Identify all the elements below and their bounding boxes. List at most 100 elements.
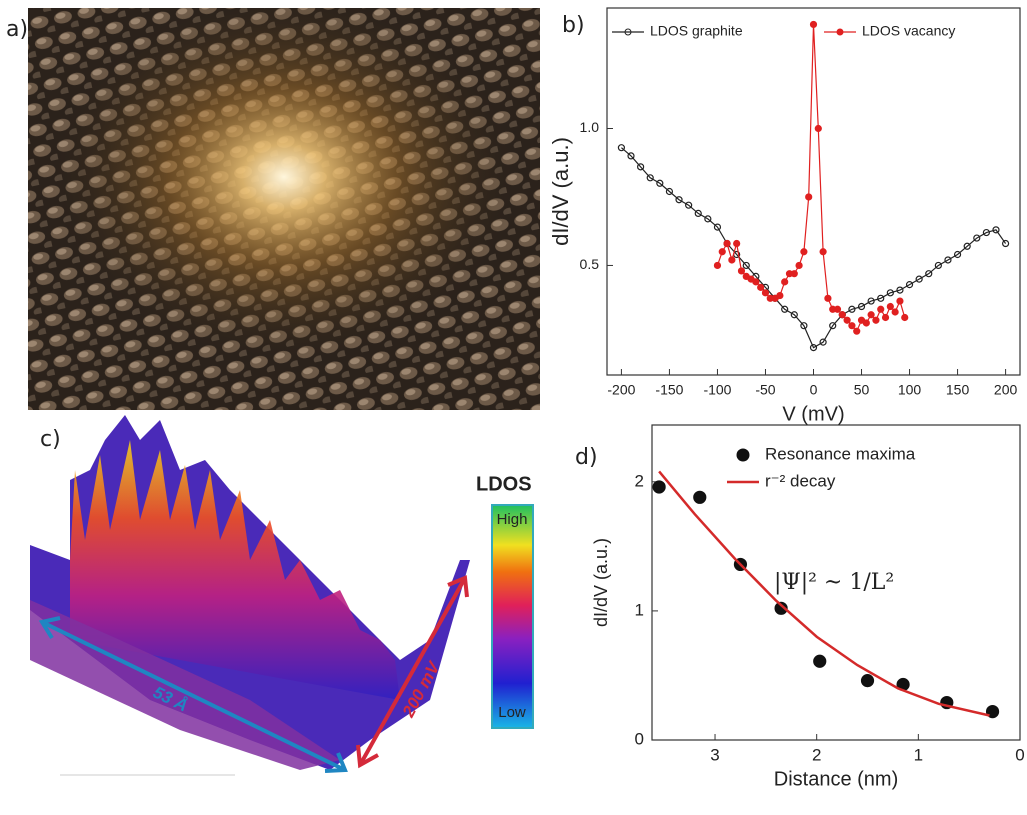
data-point	[872, 316, 880, 324]
data-point	[833, 305, 842, 313]
legend-swatch	[736, 448, 750, 462]
data-point	[805, 193, 813, 201]
data-point	[877, 305, 885, 313]
data-point	[795, 261, 803, 270]
data-point	[944, 256, 952, 264]
y-axis-label: dI/dV (a.u.)	[591, 538, 611, 627]
data-point	[853, 327, 861, 335]
data-point	[838, 311, 846, 319]
data-point	[809, 344, 818, 352]
data-point	[973, 234, 981, 242]
data-point	[761, 289, 770, 297]
x-tick-label: 0	[810, 382, 818, 398]
data-point	[857, 302, 866, 311]
data-point	[829, 322, 837, 330]
colorbar-low: Low	[498, 704, 526, 721]
data-point	[728, 256, 736, 264]
data-point	[982, 228, 990, 237]
data-point	[886, 289, 894, 297]
data-point	[934, 261, 942, 270]
legend-label: LDOS vacancy	[862, 23, 955, 39]
data-point	[790, 311, 798, 319]
y-tick-label: 0	[635, 729, 644, 748]
data-point	[867, 297, 875, 305]
legend-label: LDOS graphite	[650, 23, 743, 39]
data-point	[901, 313, 909, 322]
data-point	[867, 311, 875, 319]
y-tick-label: 1	[635, 600, 644, 619]
data-point	[800, 322, 808, 330]
legend-swatch	[836, 28, 844, 36]
data-point	[790, 270, 798, 278]
panel-label: a)	[6, 17, 28, 42]
data-point	[963, 242, 971, 250]
legend-label: r⁻² decay	[765, 471, 836, 490]
plot-frame	[651, 424, 1021, 741]
data-point	[896, 297, 904, 305]
data-point	[774, 601, 788, 615]
data-point	[757, 283, 765, 291]
data-point	[652, 480, 666, 494]
data-point	[742, 261, 750, 270]
data-point	[723, 239, 731, 248]
data-point	[877, 294, 885, 302]
x-tick-label: 50	[854, 382, 870, 398]
colorbar-high: High	[497, 511, 528, 528]
data-point	[1001, 239, 1010, 248]
data-point	[617, 144, 626, 152]
data-point	[848, 305, 856, 313]
panel-label: b)	[562, 13, 585, 38]
ldos-3d-plot	[30, 415, 534, 776]
data-point	[905, 281, 914, 289]
data-point	[896, 286, 904, 294]
data-point	[848, 322, 856, 330]
data-point	[862, 319, 870, 327]
data-point	[809, 20, 818, 29]
data-point	[881, 313, 890, 322]
data-point	[953, 250, 962, 259]
data-point	[665, 187, 674, 196]
panel-label: c)	[40, 427, 61, 452]
data-point	[800, 248, 808, 256]
data-point	[704, 215, 712, 223]
y-tick-label: 1.0	[580, 119, 600, 135]
data-point	[713, 261, 722, 270]
data-point	[713, 223, 722, 231]
data-point	[886, 302, 894, 311]
data-point	[824, 294, 832, 302]
data-point	[915, 275, 923, 283]
series-line	[621, 147, 1007, 349]
x-tick-label: -150	[655, 382, 683, 398]
x-tick-label: 2	[812, 745, 821, 764]
data-point	[685, 201, 693, 209]
data-point	[694, 209, 702, 218]
data-point	[637, 163, 645, 171]
annotation: |Ψ|² ~ 1/L²	[774, 570, 894, 595]
y-axis-label: dI/dV (a.u.)	[548, 137, 573, 246]
x-tick-label: -50	[755, 382, 775, 398]
data-point	[718, 248, 726, 256]
stm-image	[28, 8, 540, 410]
x-tick-label: -100	[703, 382, 731, 398]
x-tick-label: 1	[914, 745, 923, 764]
legend-swatch	[624, 28, 632, 36]
colorbar-title: LDOS	[476, 473, 532, 495]
data-point	[781, 305, 789, 313]
x-tick-label: 3	[710, 745, 719, 764]
x-axis-label: V (mV)	[782, 403, 844, 425]
data-point	[925, 270, 933, 278]
x-tick-label: 150	[946, 382, 970, 398]
data-point	[752, 278, 760, 286]
x-tick-label: 200	[994, 382, 1018, 398]
y-tick-label: 0.5	[580, 256, 600, 272]
y-tick-label: 2	[635, 471, 644, 490]
x-axis-label: Distance (nm)	[774, 768, 898, 790]
data-point	[819, 338, 827, 346]
data-point	[693, 490, 707, 504]
data-point	[627, 152, 635, 160]
panel-label: d)	[575, 445, 598, 470]
data-point	[819, 248, 827, 256]
series-line	[716, 24, 906, 333]
x-tick-label: 0	[1015, 745, 1024, 764]
